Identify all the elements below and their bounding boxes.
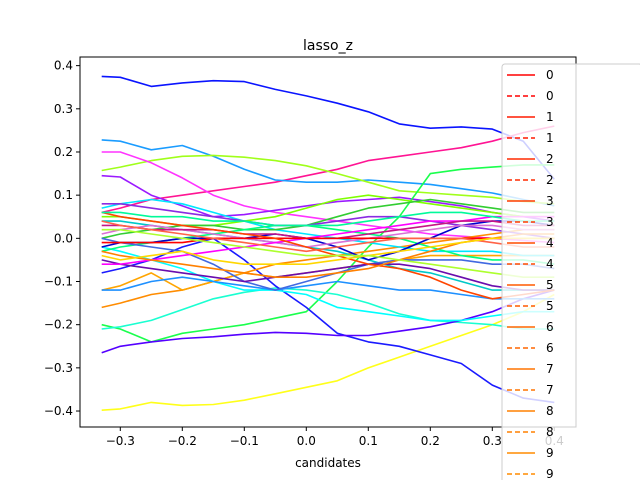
x-tick-label: 0.1 xyxy=(359,434,378,448)
legend: 0 0 1 1 2 2 3 3 4 4 5 5 6 6 7 7 8 8 9 9 xyxy=(501,63,640,485)
legend-label: 0 xyxy=(546,89,554,103)
legend-label: 3 xyxy=(546,215,554,229)
y-axis: −0.4 −0.3 −0.2 −0.1 0.0 0.1 0.2 0.3 0.4 xyxy=(44,59,80,418)
x-tick-label: −0.1 xyxy=(230,434,259,448)
y-tick-label: −0.3 xyxy=(44,361,73,375)
legend-label: 4 xyxy=(546,236,554,250)
series-line-23 xyxy=(101,203,555,240)
legend-label: 1 xyxy=(546,131,554,145)
legend-label: 0 xyxy=(546,68,554,82)
x-tick-label: 0.3 xyxy=(483,434,502,448)
series-line-2 xyxy=(101,125,555,214)
y-tick-label: −0.2 xyxy=(44,318,73,332)
legend-label: 5 xyxy=(546,278,554,292)
legend-label: 3 xyxy=(546,194,554,208)
legend-label: 9 xyxy=(546,467,554,480)
legend-label: 5 xyxy=(546,299,554,313)
legend-box xyxy=(501,63,640,485)
series-line-33 xyxy=(101,211,555,227)
x-tick-label: −0.3 xyxy=(106,434,135,448)
series-line-21 xyxy=(101,237,555,291)
x-axis-label: candidates xyxy=(295,456,361,470)
series-line-4 xyxy=(101,154,555,205)
legend-label: 8 xyxy=(546,425,554,439)
chart-title: lasso_z xyxy=(303,38,353,54)
legend-label: 2 xyxy=(546,173,554,187)
legend-label: 1 xyxy=(546,110,554,124)
x-tick-label: −0.2 xyxy=(168,434,197,448)
y-tick-label: −0.4 xyxy=(44,404,73,418)
series-line-31 xyxy=(101,237,555,265)
y-tick-label: 0.1 xyxy=(54,188,73,202)
x-tick-label: 0.0 xyxy=(297,434,316,448)
y-tick-label: −0.1 xyxy=(44,275,73,289)
y-tick-label: 0.3 xyxy=(54,102,73,116)
series-line-7 xyxy=(101,164,555,343)
legend-label: 4 xyxy=(546,257,554,271)
legend-label: 6 xyxy=(546,341,554,355)
legend-label: 9 xyxy=(546,446,554,460)
series-line-20 xyxy=(101,220,555,261)
series-line-3 xyxy=(101,139,555,207)
series-line-5 xyxy=(101,151,555,244)
legend-label: 7 xyxy=(546,362,554,376)
legend-label: 2 xyxy=(546,152,554,166)
series-line-27 xyxy=(101,237,555,244)
series-line-32 xyxy=(101,228,555,278)
y-tick-label: 0.4 xyxy=(54,59,73,73)
series-line-1 xyxy=(101,293,555,411)
series-line-0 xyxy=(101,75,555,180)
series-line-8 xyxy=(101,287,555,330)
legend-label: 8 xyxy=(546,404,554,418)
y-tick-label: 0.0 xyxy=(54,231,73,245)
x-tick-label: 0.2 xyxy=(421,434,440,448)
series-line-10 xyxy=(101,289,555,354)
series-line-25 xyxy=(101,215,555,265)
series-layer xyxy=(101,75,555,411)
series-line-19 xyxy=(101,276,555,300)
y-tick-label: 0.2 xyxy=(54,145,73,159)
series-line-11 xyxy=(101,228,555,309)
legend-label: 7 xyxy=(546,383,554,397)
series-line-22 xyxy=(101,259,555,291)
series-line-28 xyxy=(101,211,555,300)
series-line-24 xyxy=(101,224,555,248)
legend-label: 6 xyxy=(546,320,554,334)
series-line-13 xyxy=(101,246,555,322)
